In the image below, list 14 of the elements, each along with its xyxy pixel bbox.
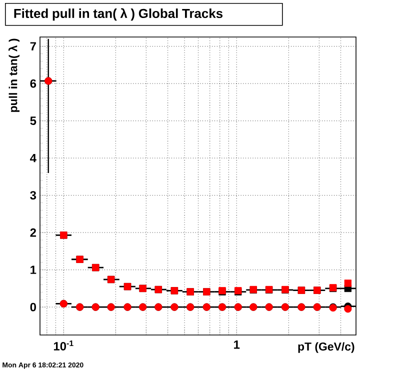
y-tick-label: 1	[30, 266, 36, 274]
y-tick-label: 6	[30, 79, 36, 88]
y-tick-label: 0	[30, 302, 36, 312]
y-tick-label: 4	[30, 154, 36, 162]
y-tick-label: 3	[30, 191, 36, 200]
y-axis-title: pull in tan( λ )	[8, 38, 20, 112]
y-tick-label: 7	[30, 42, 36, 50]
point	[344, 280, 352, 287]
y-tick-label: 5	[30, 116, 36, 125]
y-tick-label: 2	[30, 228, 36, 237]
point	[344, 305, 352, 313]
x-tick-label: 10$^{-1}$	[54, 340, 74, 350]
x-axis-title: pT (GeV/c)	[298, 342, 354, 353]
chart-title: Fitted pull in tan( λ ) Global Tracks	[14, 8, 223, 21]
